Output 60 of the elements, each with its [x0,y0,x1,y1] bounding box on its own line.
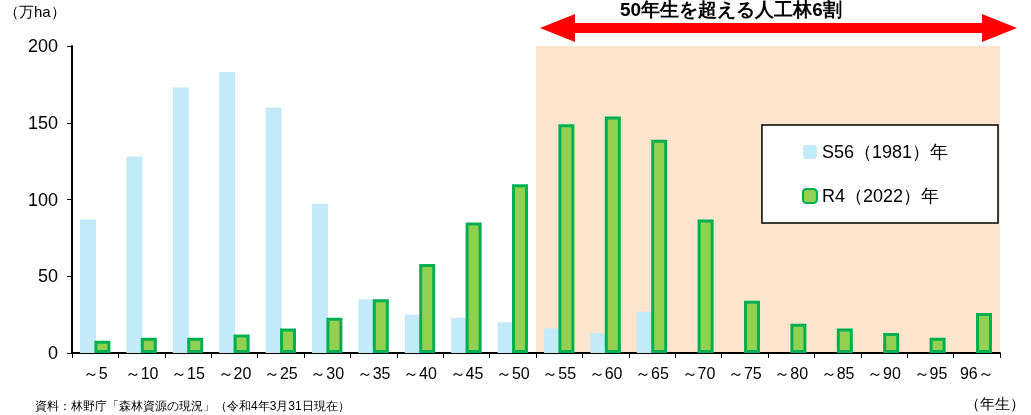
bar [929,337,946,353]
x-axis-title: （年生） [965,395,1025,412]
bar [265,107,282,353]
bar [358,299,375,353]
bar [312,204,328,353]
x-tick-label: ～90 [867,364,901,382]
bar [558,124,575,353]
y-tick-label: 0 [47,343,58,363]
x-tick-label: ～5 [82,364,108,382]
bar [651,139,668,353]
text: 50年生を超える人工林6割 [620,0,842,20]
bar [744,300,760,353]
x-tick-label: ～10 [124,364,159,382]
x-tick-label: ～50 [495,364,530,382]
bar [883,333,900,353]
bar [697,219,714,353]
bar [172,87,189,353]
bar [419,263,436,353]
y-tick-label: 50 [37,266,58,287]
x-tick-label: ～80 [774,364,809,382]
x-tick-label: ～85 [820,364,855,382]
bar [187,337,204,353]
bar [140,337,157,353]
x-tick-label: ～70 [681,364,716,382]
y-tick-label: 150 [27,112,58,133]
bar [976,313,992,353]
x-tick-label: ～65 [635,364,669,382]
bar [604,116,621,353]
text: 資料：林野庁「森林資源の現況」（令和4年3月31日現在） [35,399,350,413]
legend-label: R4（2022）年 [821,186,939,206]
bar [451,317,468,353]
bar [836,328,853,353]
x-tick-label: ～60 [588,364,623,382]
x-tick-label: ～30 [310,364,345,382]
bar [126,156,143,353]
y-tick-label: 200 [27,36,58,56]
bar [94,340,111,353]
bar [326,317,343,353]
x-tick-label: ～75 [727,364,762,382]
bar [790,323,807,353]
x-tick-label: ～25 [263,364,298,382]
x-tick-label: ～45 [449,364,484,382]
x-tick-label: ～40 [403,364,437,382]
x-tick-label: ～35 [356,364,391,382]
bar [80,219,96,353]
legend-label: S56（1981）年 [821,142,949,162]
y-axis-title: （万ha） [4,3,66,20]
bar [372,299,389,353]
x-tick-label: ～15 [171,364,205,382]
y-tick-label: 100 [27,189,58,210]
bar [590,333,607,353]
bar [233,334,250,353]
x-tick-label: ～55 [542,364,577,382]
bar [280,328,296,353]
x-tick-label: ～95 [913,364,948,382]
x-tick-label: 96～ [959,364,994,382]
bar [512,184,528,353]
bar [465,222,482,353]
x-tick-label: ～20 [217,364,252,382]
bar [219,72,236,353]
